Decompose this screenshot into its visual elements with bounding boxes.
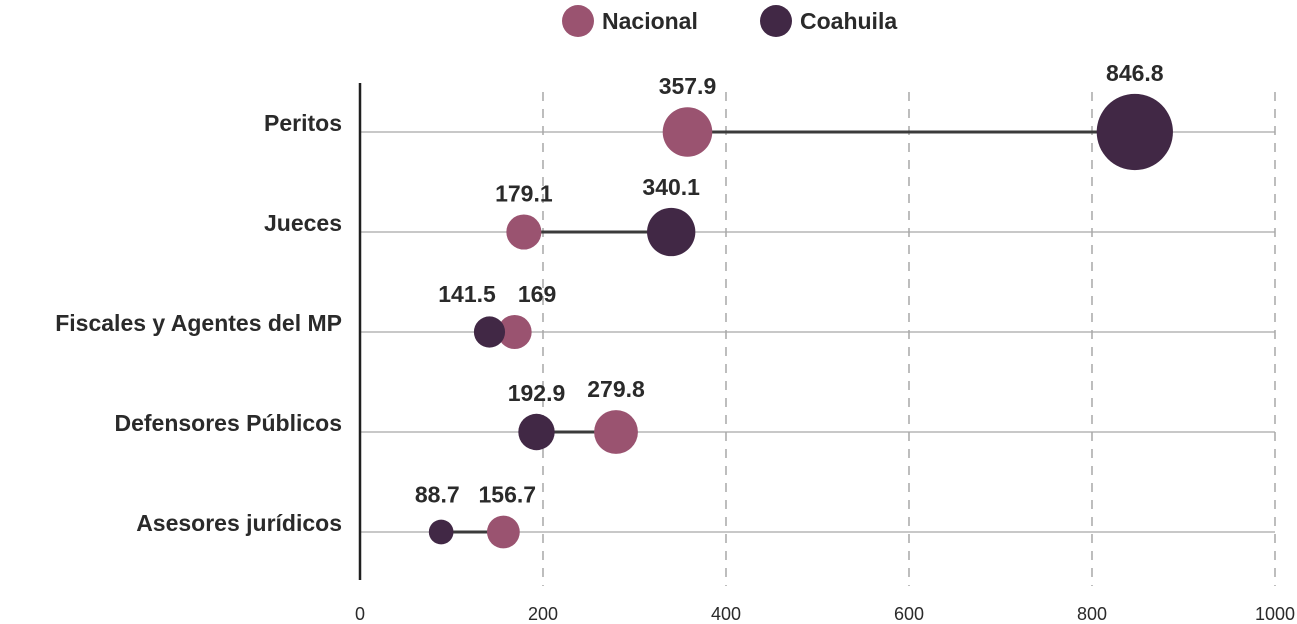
legend-swatch-coahuila — [760, 5, 792, 37]
point-coahuila — [428, 519, 454, 545]
labels-layer: 357.9 846.8 179.1 340.1 169 141.5 279.8 192.9 15… — [415, 60, 1164, 508]
category-label: Asesores jurídicos — [136, 510, 342, 536]
value-label-coahuila: 141.5 — [438, 281, 496, 307]
value-label-nacional: 279.8 — [587, 376, 645, 402]
legend-label-nacional: Nacional — [602, 8, 698, 34]
point-coahuila — [518, 413, 555, 451]
legend-swatch-nacional — [562, 5, 594, 37]
value-label-coahuila: 340.1 — [642, 174, 700, 200]
x-tick-label: 600 — [894, 604, 924, 624]
legend: Nacional Coahuila — [562, 5, 897, 37]
category-label: Defensores Públicos — [114, 410, 342, 436]
legend-item-coahuila: Coahuila — [760, 5, 897, 37]
x-tick-label: 200 — [528, 604, 558, 624]
value-label-nacional: 169 — [518, 281, 556, 307]
value-label-nacional: 357.9 — [659, 73, 717, 99]
point-nacional — [506, 214, 542, 250]
axis-layer: 0 200 400 600 800 1000 Peritos Jueces Fiscales y… — [55, 83, 1295, 624]
point-coahuila — [473, 316, 506, 348]
category-label: Peritos — [264, 110, 342, 136]
point-nacional — [497, 314, 532, 350]
legend-label-coahuila: Coahuila — [800, 8, 897, 34]
legend-item-nacional: Nacional — [562, 5, 698, 37]
point-nacional — [486, 515, 520, 549]
point-coahuila — [647, 207, 696, 257]
point-nacional — [594, 410, 638, 454]
point-nacional — [662, 107, 713, 157]
points-layer — [428, 93, 1173, 549]
value-label-coahuila: 192.9 — [508, 380, 566, 406]
value-label-nacional: 179.1 — [495, 180, 553, 206]
point-coahuila — [1096, 93, 1173, 171]
value-label-coahuila: 88.7 — [415, 482, 460, 508]
value-label-nacional: 156.7 — [478, 482, 536, 508]
x-tick-label: 1000 — [1255, 604, 1295, 624]
value-label-coahuila: 846.8 — [1106, 60, 1164, 86]
x-tick-label: 800 — [1077, 604, 1107, 624]
category-label: Jueces — [264, 210, 342, 236]
x-tick-label: 400 — [711, 604, 741, 624]
category-label: Fiscales y Agentes del MP — [55, 310, 342, 336]
x-tick-label: 0 — [355, 604, 365, 624]
